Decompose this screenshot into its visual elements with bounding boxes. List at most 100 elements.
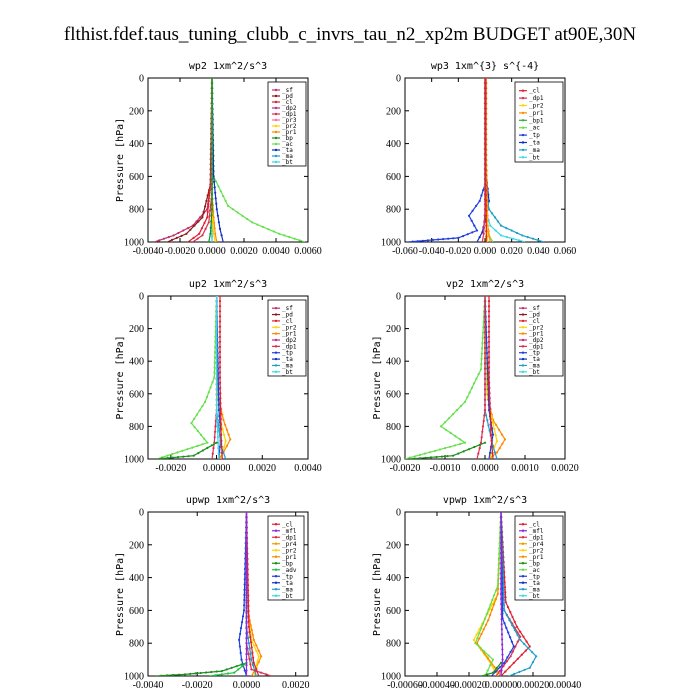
legend-label: _pr2 — [282, 547, 297, 554]
series-marker — [528, 645, 531, 648]
legend-marker — [521, 141, 525, 144]
series-marker — [210, 208, 214, 211]
series-marker — [491, 671, 495, 674]
legend-label: _sf — [282, 305, 293, 312]
series-marker — [449, 431, 452, 434]
series-marker — [219, 190, 222, 193]
series-marker — [499, 531, 503, 534]
series-marker — [245, 541, 248, 544]
legend-label: _tp — [529, 573, 540, 580]
series-marker — [196, 429, 199, 433]
y-tick-label: 200 — [386, 540, 401, 551]
y-tick-label: 1000 — [124, 455, 144, 466]
series-marker — [220, 234, 223, 237]
series-marker — [298, 239, 301, 242]
series-marker — [490, 608, 494, 611]
series-marker — [433, 449, 437, 452]
y-axis-label: Pressure [hPa] — [372, 552, 383, 636]
series-marker — [241, 665, 244, 668]
series-marker — [210, 230, 214, 233]
series-marker — [219, 428, 223, 431]
series-marker — [437, 238, 440, 241]
series-marker — [471, 209, 474, 212]
series-marker — [160, 674, 163, 676]
x-tick-label: 0.0020 — [230, 246, 258, 257]
series-marker — [503, 571, 506, 574]
series-marker — [206, 194, 209, 197]
legend-label: _pr2 — [282, 324, 297, 331]
series-marker — [215, 305, 218, 308]
series-marker — [252, 661, 255, 665]
legend-label: _cl — [529, 521, 540, 528]
series-marker — [516, 640, 519, 643]
series-marker — [515, 231, 519, 235]
legend-marker — [274, 136, 278, 140]
series-marker — [523, 668, 526, 671]
series-marker — [499, 526, 503, 529]
legend-label: _mfl — [282, 528, 297, 535]
series-marker — [511, 237, 515, 240]
legend-marker — [274, 562, 278, 565]
y-tick-label: 1000 — [381, 672, 401, 683]
series-marker — [218, 345, 222, 348]
series-marker — [462, 450, 465, 453]
series-marker — [243, 669, 246, 672]
series-marker — [499, 592, 503, 596]
series-marker — [245, 581, 248, 584]
y-tick-label: 1000 — [381, 455, 401, 466]
series-marker — [223, 445, 226, 449]
series-marker — [484, 138, 487, 141]
series-marker — [512, 645, 515, 648]
y-tick-label: 0 — [396, 508, 401, 519]
legend-marker — [274, 154, 278, 158]
y-tick-label: 800 — [386, 422, 401, 433]
series-marker — [510, 229, 513, 232]
legend-marker — [521, 345, 525, 348]
series-marker — [505, 236, 509, 239]
series-marker — [500, 633, 504, 636]
series-marker — [484, 184, 487, 187]
series-marker — [484, 107, 487, 110]
legend-box — [514, 81, 564, 163]
legend-marker — [274, 148, 278, 152]
series-marker — [504, 670, 507, 673]
legend-label: _ac — [529, 567, 540, 574]
series-marker — [194, 672, 197, 675]
series-marker — [444, 428, 447, 431]
series-group — [405, 296, 507, 459]
series-marker — [524, 649, 527, 652]
legend-marker — [274, 326, 278, 329]
figure-title: flthist.fdef.taus_tuning_clubb_c_invrs_t… — [64, 24, 636, 45]
series-marker — [457, 236, 460, 239]
series-marker — [215, 362, 218, 365]
series-marker — [220, 451, 224, 454]
series-marker — [478, 443, 481, 446]
x-tick-label: 0.0020 — [551, 463, 579, 474]
legend-label: _bt — [282, 159, 293, 166]
series-marker — [224, 440, 227, 443]
series-marker — [482, 189, 485, 192]
series-marker — [517, 239, 521, 242]
series-marker — [484, 97, 487, 100]
series-marker — [487, 199, 491, 203]
series-marker — [245, 546, 248, 549]
legend-label: _ma — [282, 362, 293, 369]
legend-label: _dp2 — [282, 105, 297, 112]
series-marker — [222, 418, 225, 421]
series-marker — [182, 455, 185, 458]
legend-label: _sf — [282, 87, 293, 94]
series-marker — [245, 586, 248, 589]
series-marker — [223, 434, 226, 437]
series-marker — [219, 392, 222, 395]
series-marker — [217, 398, 220, 401]
series-marker — [480, 436, 483, 439]
series-marker — [216, 419, 219, 423]
series-marker — [484, 189, 488, 192]
y-tick-label: 600 — [129, 606, 144, 617]
series-marker — [477, 452, 480, 455]
legend-marker — [521, 575, 525, 578]
legend-marker — [521, 338, 525, 342]
series-marker — [245, 637, 248, 640]
series-marker — [438, 448, 442, 451]
series-marker — [497, 563, 500, 566]
